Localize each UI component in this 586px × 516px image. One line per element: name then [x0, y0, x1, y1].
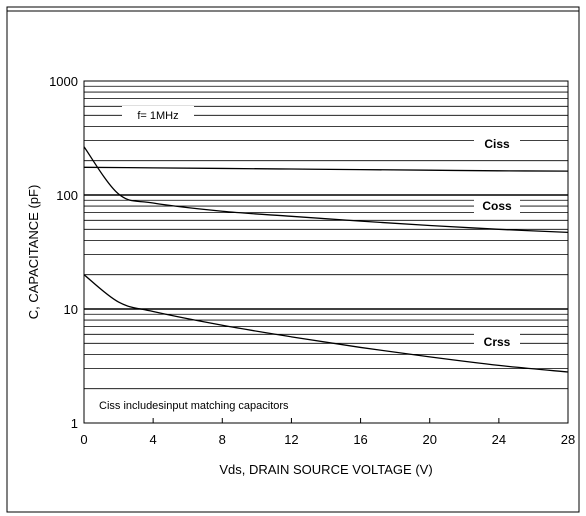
y-tick-label: 1 [71, 416, 78, 431]
series-label-ciss: Ciss [484, 137, 510, 151]
x-axis-label: Vds, DRAIN SOURCE VOLTAGE (V) [219, 462, 432, 477]
series-line-ciss [83, 166, 569, 172]
note-annotation-box [94, 396, 348, 414]
y-tick-label: 10 [64, 302, 78, 317]
y-tick-label: 1000 [49, 74, 78, 89]
series-label-bg-coss [474, 196, 520, 214]
x-tick-labels: 0 4 8 12 16 20 24 28 [80, 418, 575, 447]
x-tick-label: 20 [422, 432, 436, 447]
note-annotation: Ciss includesinput matching capacitors [99, 400, 289, 412]
y-tick-labels: 1 10 100 1000 [49, 74, 78, 431]
x-tick-label: 24 [492, 432, 506, 447]
series-label-bg-ciss [474, 134, 520, 152]
figure-frame [6, 6, 580, 513]
x-tick-label: 0 [80, 432, 87, 447]
series-group: Ciss Coss Crss [83, 134, 569, 373]
x-tick-label: 28 [561, 432, 575, 447]
series-label-coss: Coss [482, 199, 512, 213]
x-tick-label: 16 [353, 432, 367, 447]
plot-area [83, 80, 569, 424]
series-line-coss [83, 146, 569, 234]
y-tick-label: 100 [56, 188, 78, 203]
freq-annotation-box [122, 106, 194, 124]
series-label-crss: Crss [484, 335, 511, 349]
x-tick-label: 4 [150, 432, 157, 447]
y-axis-label: C, CAPACITANCE (pF) [26, 185, 41, 320]
series-line-crss [83, 274, 569, 373]
x-tick-label: 8 [219, 432, 226, 447]
freq-annotation: f= 1MHz [137, 110, 178, 122]
series-label-bg-crss [474, 332, 520, 350]
x-tick-label: 12 [284, 432, 298, 447]
